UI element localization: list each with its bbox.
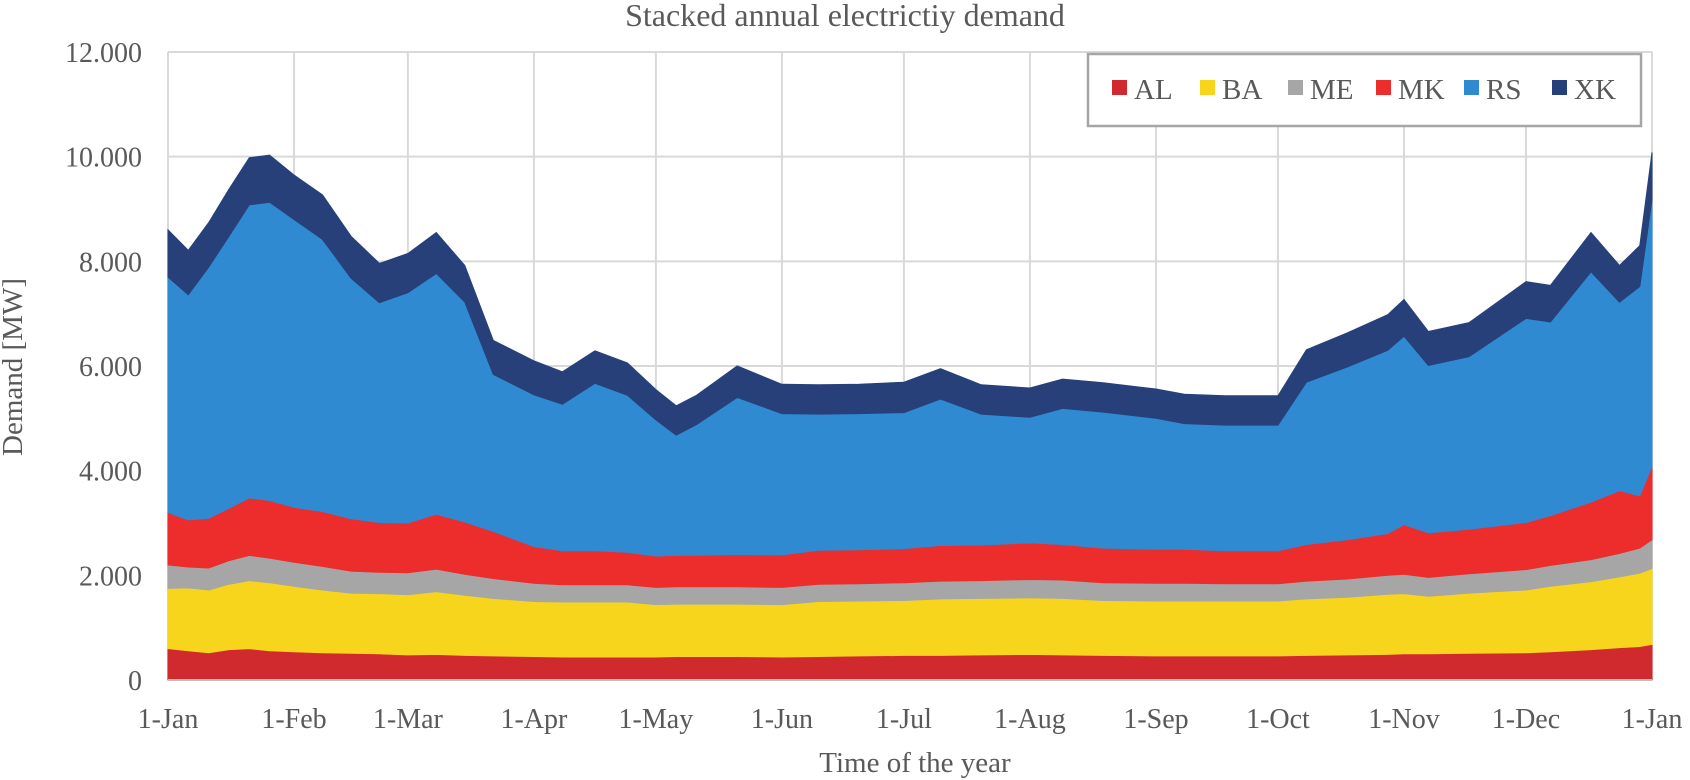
x-tick-label: 1-Dec — [1492, 704, 1560, 735]
legend-label-rs: RS — [1486, 74, 1521, 106]
y-tick-label: 8.000 — [79, 247, 142, 278]
x-tick-label: 1-Jul — [876, 704, 932, 735]
legend-swatch-me — [1288, 80, 1303, 95]
x-tick-label: 1-Sep — [1123, 704, 1188, 735]
x-tick-label: 1-Jun — [751, 704, 813, 735]
y-tick-label: 0 — [128, 666, 142, 697]
legend-items: AL BA ME MK RS XK — [1112, 74, 1616, 106]
stacked-areas — [167, 152, 1653, 681]
legend-swatch-al — [1112, 80, 1127, 95]
legend: AL BA ME MK RS XK — [1086, 52, 1643, 128]
x-tick-label: 1-Jan — [1622, 704, 1683, 735]
y-tick-label: 10.000 — [65, 143, 142, 174]
x-tick-label: 1-Feb — [261, 704, 326, 735]
y-axis-title: Demand [MW] — [0, 278, 29, 456]
chart-title: Stacked annual electrictiy demand — [625, 0, 1065, 33]
legend-swatch-xk — [1552, 80, 1567, 95]
x-tick-label: 1-Mar — [373, 704, 444, 735]
x-axis-title: Time of the year — [819, 747, 1011, 779]
legend-swatch-rs — [1464, 80, 1479, 95]
x-tick-label: 1-Jan — [138, 704, 199, 735]
legend-box — [1086, 52, 1643, 128]
x-tick-label: 1-Nov — [1368, 704, 1440, 735]
legend-swatch-mk — [1376, 80, 1391, 95]
x-tick-label: 1-Apr — [500, 704, 568, 735]
legend-label-mk: MK — [1398, 74, 1445, 106]
axes: 0 2.000 4.000 6.000 8.000 10.000 12.000 1-Jan 1-… — [65, 38, 1682, 735]
y-tick-label: 2.000 — [79, 561, 142, 592]
y-tick-label: 6.000 — [79, 352, 142, 383]
legend-label-al: AL — [1134, 74, 1173, 106]
x-tick-label: 1-Aug — [994, 704, 1066, 735]
area-xk — [167, 152, 1653, 436]
y-tick-label: 4.000 — [79, 457, 142, 488]
legend-label-xk: XK — [1574, 74, 1616, 106]
legend-label-me: ME — [1310, 74, 1354, 106]
x-tick-label: 1-Oct — [1246, 704, 1310, 735]
legend-swatch-ba — [1200, 80, 1215, 95]
x-tick-label: 1-May — [619, 704, 694, 735]
y-tick-label: 12.000 — [65, 38, 142, 69]
legend-label-ba: BA — [1222, 74, 1262, 106]
